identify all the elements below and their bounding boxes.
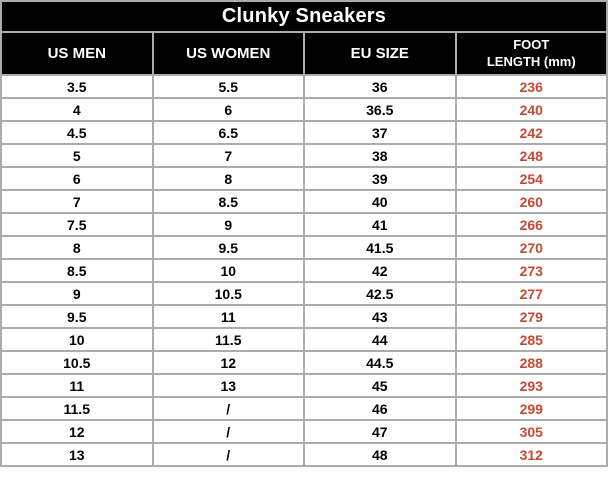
cell-us-women: 5.5 <box>151 74 305 99</box>
table-row: 9 10.5 42.5 277 <box>0 281 608 306</box>
cell-us-women: 6.5 <box>151 120 305 145</box>
table-title: Clunky Sneakers <box>0 0 608 33</box>
cell-us-men: 13 <box>0 442 154 467</box>
cell-us-women: 9 <box>151 212 305 237</box>
cell-us-women: 13 <box>151 373 305 398</box>
cell-foot-length: 248 <box>454 143 608 168</box>
cell-eu-size: 45 <box>303 373 457 398</box>
cell-us-men: 3.5 <box>0 74 154 99</box>
table-row: 11.5/46 299 <box>0 396 608 421</box>
cell-foot-length: 293 <box>454 373 608 398</box>
table-row: 7.5 9 41 266 <box>0 212 608 237</box>
table-row: 10 11.5 44 285 <box>0 327 608 352</box>
cell-foot-length: 285 <box>454 327 608 352</box>
cell-eu-size: 36.5 <box>303 97 457 122</box>
cell-us-women: / <box>151 396 305 421</box>
cell-foot-length: 277 <box>454 281 608 306</box>
cell-foot-length: 260 <box>454 189 608 214</box>
cell-eu-size: 38 <box>303 143 457 168</box>
column-header-foot-length: FOOT LENGTH (mm) <box>454 31 608 76</box>
cell-foot-length: 288 <box>454 350 608 375</box>
cell-us-women: 12 <box>151 350 305 375</box>
cell-us-men: 7 <box>0 189 154 214</box>
cell-us-men: 10 <box>0 327 154 352</box>
cell-eu-size: 36 <box>303 74 457 99</box>
table-row: 8 9.5 41.5 270 <box>0 235 608 260</box>
column-header-eu-size: EU SIZE <box>303 31 457 76</box>
cell-foot-length: 270 <box>454 235 608 260</box>
cell-foot-length: 242 <box>454 120 608 145</box>
cell-us-women: 8.5 <box>151 189 305 214</box>
cell-foot-length: 240 <box>454 97 608 122</box>
cell-us-men: 4.5 <box>0 120 154 145</box>
cell-us-women: 8 <box>151 166 305 191</box>
cell-eu-size: 47 <box>303 419 457 444</box>
cell-us-men: 9.5 <box>0 304 154 329</box>
cell-us-men: 8.5 <box>0 258 154 283</box>
cell-us-women: 10.5 <box>151 281 305 306</box>
cell-eu-size: 42 <box>303 258 457 283</box>
cell-foot-length: 273 <box>454 258 608 283</box>
table-row: 10.5 12 44.5 288 <box>0 350 608 375</box>
size-table-head: Clunky Sneakers US MEN US WOMEN EU SIZE … <box>0 0 608 76</box>
cell-foot-length: 312 <box>454 442 608 467</box>
table-row: 9.5 11 43 279 <box>0 304 608 329</box>
table-title-row: Clunky Sneakers <box>0 0 608 33</box>
cell-eu-size: 40 <box>303 189 457 214</box>
cell-foot-length: 236 <box>454 74 608 99</box>
table-row: 3.5 5.5 36 236 <box>0 74 608 99</box>
cell-us-men: 9 <box>0 281 154 306</box>
cell-us-men: 4 <box>0 97 154 122</box>
size-conversion-table: Clunky Sneakers US MEN US WOMEN EU SIZE … <box>0 0 608 467</box>
cell-eu-size: 48 <box>303 442 457 467</box>
table-row: 12/47 305 <box>0 419 608 444</box>
cell-eu-size: 41 <box>303 212 457 237</box>
cell-us-women: 11 <box>151 304 305 329</box>
table-row: 7 8.5 40 260 <box>0 189 608 214</box>
column-header-us-men: US MEN <box>0 31 154 76</box>
cell-us-men: 5 <box>0 143 154 168</box>
cell-eu-size: 44 <box>303 327 457 352</box>
cell-us-men: 8 <box>0 235 154 260</box>
cell-us-men: 7.5 <box>0 212 154 237</box>
column-header-us-women: US WOMEN <box>151 31 305 76</box>
cell-us-women: 11.5 <box>151 327 305 352</box>
foot-length-header-line1: FOOT <box>513 37 550 53</box>
cell-us-women: 7 <box>151 143 305 168</box>
cell-us-women: / <box>151 442 305 467</box>
cell-us-women: 10 <box>151 258 305 283</box>
cell-eu-size: 41.5 <box>303 235 457 260</box>
column-header-row: US MEN US WOMEN EU SIZE FOOT LENGTH (mm) <box>0 31 608 76</box>
cell-eu-size: 37 <box>303 120 457 145</box>
cell-foot-length: 279 <box>454 304 608 329</box>
cell-eu-size: 44.5 <box>303 350 457 375</box>
cell-us-women: 6 <box>151 97 305 122</box>
foot-length-header-line2: LENGTH (mm) <box>486 53 576 69</box>
table-row: 6 8 39 254 <box>0 166 608 191</box>
cell-foot-length: 299 <box>454 396 608 421</box>
cell-eu-size: 43 <box>303 304 457 329</box>
cell-eu-size: 46 <box>303 396 457 421</box>
table-row: 11 13 45 293 <box>0 373 608 398</box>
cell-eu-size: 42.5 <box>303 281 457 306</box>
cell-us-women: 9.5 <box>151 235 305 260</box>
table-row: 5 7 38 248 <box>0 143 608 168</box>
cell-us-women: / <box>151 419 305 444</box>
cell-us-men: 6 <box>0 166 154 191</box>
table-row: 8.5 10 42 273 <box>0 258 608 283</box>
table-row: 4 6 36.5 240 <box>0 97 608 122</box>
cell-foot-length: 254 <box>454 166 608 191</box>
size-table-body: 3.5 5.5 36 236 4 6 36.5 240 4.5 6.5 37 242 5 7 38 248 6 8… <box>0 74 608 467</box>
cell-foot-length: 266 <box>454 212 608 237</box>
cell-us-men: 10.5 <box>0 350 154 375</box>
cell-eu-size: 39 <box>303 166 457 191</box>
cell-us-men: 11.5 <box>0 396 154 421</box>
cell-us-men: 12 <box>0 419 154 444</box>
cell-foot-length: 305 <box>454 419 608 444</box>
table-row: 4.5 6.5 37 242 <box>0 120 608 145</box>
table-row: 13/48 312 <box>0 442 608 467</box>
cell-us-men: 11 <box>0 373 154 398</box>
